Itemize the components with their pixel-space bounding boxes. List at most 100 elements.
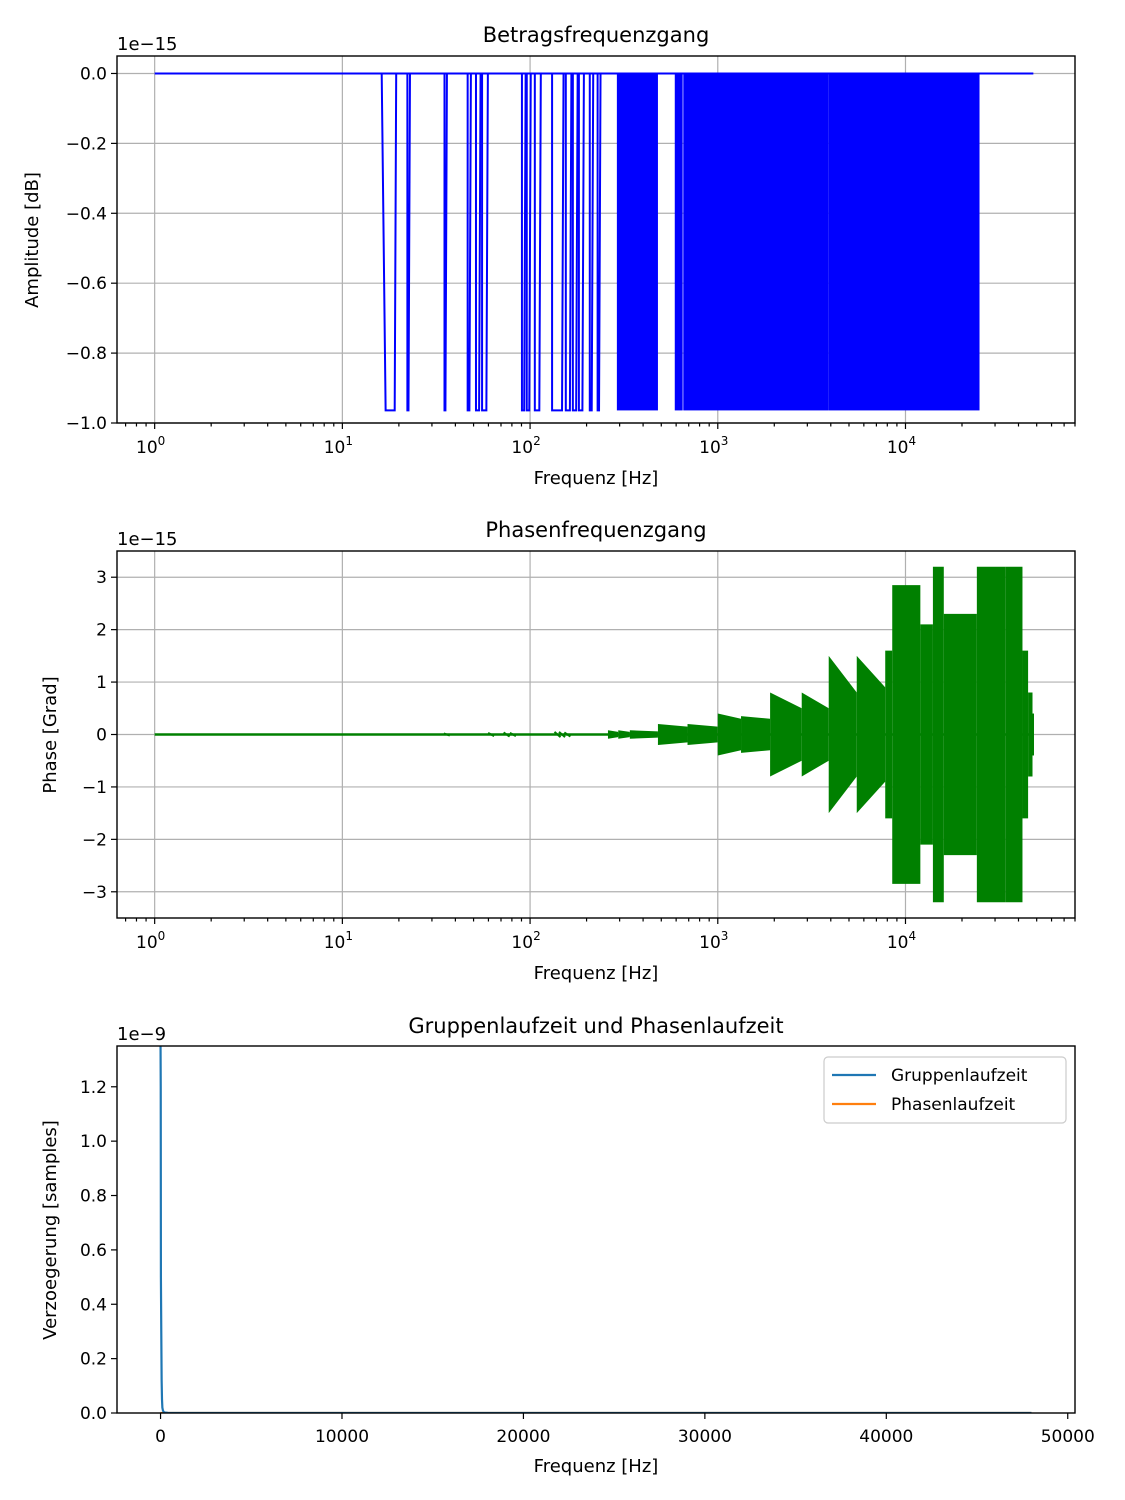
phase-burst — [687, 724, 718, 745]
x-tick-label: 30000 — [678, 1427, 732, 1447]
x-tick-label: 0 — [155, 1427, 166, 1447]
y-tick-label: 0.2 — [80, 1350, 107, 1370]
phase-burst — [1005, 566, 1023, 903]
phase-burst — [976, 566, 1006, 903]
magnitude-dip — [406, 73, 411, 412]
phase-ripple — [487, 732, 495, 737]
legend-label-phasenlaufzeit: Phasenlaufzeit — [891, 1095, 1016, 1115]
y-axis-label: Verzoegerung [samples] — [40, 1120, 61, 1340]
x-tick-label: 100 — [136, 434, 165, 458]
y-tick-label: 0.6 — [80, 1241, 107, 1261]
y-tick-label: −1.0 — [66, 414, 107, 434]
magnitude-dip — [481, 73, 489, 412]
x-axis-label: Frequenz [Hz] — [534, 468, 659, 489]
chart-delay: Gruppenlaufzeit und Phasenlaufzeit 1e−9 … — [40, 1014, 1095, 1477]
phase-burst — [856, 655, 886, 814]
phase-ripple — [563, 731, 571, 738]
y-tick-label: 1.2 — [80, 1078, 107, 1098]
magnitude-dip — [525, 73, 532, 412]
x-tick-label: 103 — [699, 434, 728, 458]
magnitude-dense-band — [674, 73, 683, 411]
phase-burst — [741, 716, 771, 753]
plot-area — [154, 566, 1035, 903]
y-tick-label: 3 — [96, 568, 107, 588]
y-tick-label: 0 — [96, 726, 107, 746]
y-tick-label: −0.6 — [66, 274, 107, 294]
legend-frame — [823, 1056, 1067, 1124]
x-tick-label: 20000 — [496, 1427, 550, 1447]
magnitude-dip — [596, 73, 602, 412]
magnitude-dense-band — [828, 73, 980, 411]
magnitude-dip — [520, 73, 527, 412]
y-tick-label: −1 — [82, 778, 107, 798]
phase-burst — [607, 730, 619, 739]
phase-burst — [943, 613, 977, 856]
y-tick-label: −2 — [82, 830, 107, 850]
y-offset-label: 1e−9 — [117, 1024, 166, 1045]
phase-burst — [801, 692, 829, 777]
x-tick-label: 50000 — [1041, 1427, 1095, 1447]
y-tick-label: −3 — [82, 883, 107, 903]
y-offset-label: 1e−15 — [117, 34, 178, 55]
phase-burst — [717, 713, 742, 756]
magnitude-dip — [588, 73, 595, 412]
magnitude-dip — [551, 73, 565, 412]
magnitude-dip — [571, 73, 579, 412]
phase-burst — [920, 624, 933, 845]
plot-area — [154, 72, 1034, 412]
legend: Gruppenlaufzeit Phasenlaufzeit — [823, 1056, 1067, 1124]
magnitude-dip — [474, 73, 482, 412]
magnitude-dip — [564, 73, 573, 412]
y-tick-label: 0.0 — [80, 64, 107, 84]
ticks: 3 2 1 0 −1 −2 −3 100 101 102 103 104 — [82, 568, 1076, 953]
phase-ripple — [443, 732, 451, 737]
phase-burst — [657, 724, 688, 745]
y-tick-label: −0.4 — [66, 204, 107, 224]
phase-ripple — [553, 731, 562, 738]
phase-burst — [885, 650, 893, 819]
magnitude-dip — [533, 73, 542, 412]
chart-phase: Phasenfrequenzgang 1e−15 3 2 1 0 −1 −2 −3 100 10… — [40, 518, 1076, 984]
chart-title: Betragsfrequenzgang — [483, 23, 710, 47]
phase-burst — [828, 655, 857, 814]
x-tick-label: 40000 — [859, 1427, 913, 1447]
x-tick-label: 10000 — [315, 1427, 369, 1447]
x-tick-label: 102 — [511, 929, 540, 953]
x-axis-label: Frequenz [Hz] — [534, 1456, 659, 1477]
x-tick-label: 102 — [511, 434, 540, 458]
phase-burst — [932, 566, 944, 903]
phase-burst — [892, 585, 921, 884]
phase-ripple — [558, 731, 566, 738]
y-axis-label: Amplitude [dB] — [22, 172, 43, 308]
chart-title: Phasenfrequenzgang — [485, 518, 706, 542]
axes-frame — [116, 55, 1076, 424]
y-tick-label: −0.8 — [66, 344, 107, 364]
y-tick-label: −0.2 — [66, 134, 107, 154]
x-tick-label: 104 — [887, 434, 916, 458]
ticks: 0.0 0.2 0.4 0.6 0.8 1.0 1.2 0 10000 20000 30000 400… — [80, 1078, 1095, 1447]
magnitude-dip — [380, 73, 398, 412]
y-axis-label: Phase [Grad] — [40, 676, 61, 793]
phase-ripple — [509, 732, 517, 737]
y-tick-label: 2 — [96, 621, 107, 641]
chart-title: Gruppenlaufzeit und Phasenlaufzeit — [408, 1014, 783, 1038]
magnitude-dip — [577, 73, 585, 412]
y-tick-label: 0.8 — [80, 1187, 107, 1207]
y-tick-label: 1.0 — [80, 1132, 107, 1152]
y-offset-label: 1e−15 — [117, 529, 178, 550]
chart-magnitude: Betragsfrequenzgang 1e−15 0.0 −0.2 −0.4 −0.… — [22, 23, 1076, 489]
x-tick-label: 100 — [136, 929, 165, 953]
magnitude-dense-band — [616, 73, 658, 411]
x-tick-label: 101 — [324, 929, 353, 953]
phase-burst — [629, 730, 658, 739]
y-tick-label: 0.4 — [80, 1295, 107, 1315]
phase-ripple — [503, 731, 511, 738]
phase-burst — [770, 692, 802, 777]
ticks: 0.0 −0.2 −0.4 −0.6 −0.8 −1.0 100 101 102 103 104 — [66, 64, 1076, 458]
x-tick-label: 103 — [699, 929, 728, 953]
x-tick-label: 104 — [887, 929, 916, 953]
x-tick-label: 101 — [324, 434, 353, 458]
phase-burst — [1022, 650, 1029, 819]
magnitude-dense-band — [683, 73, 829, 411]
